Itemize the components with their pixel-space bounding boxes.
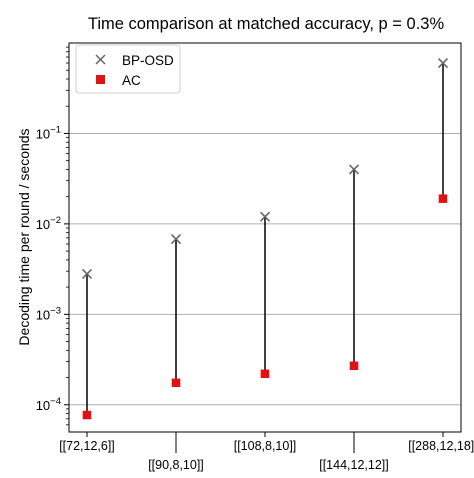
legend-x-marker-icon (95, 54, 106, 65)
y-tick-label: 10−1 (36, 124, 61, 141)
x-tick-label: [[108,8,10]] (234, 439, 297, 453)
y-axis-label: Decoding time per round / seconds (16, 128, 32, 345)
ac-point (260, 369, 270, 379)
x-tick-label: [[72,12,6]] (59, 439, 115, 453)
bp-osd-point (437, 57, 449, 69)
y-tick-label: 10−2 (36, 215, 61, 232)
ac-point (349, 361, 359, 371)
legend: BP-OSD AC (75, 44, 181, 94)
series-ac (82, 194, 448, 420)
ac-point (82, 410, 92, 420)
bp-osd-point (170, 233, 182, 245)
ac-point (438, 194, 448, 203)
bp-osd-point (81, 268, 93, 279)
x-tick-label: [[90,8,10]] (148, 458, 204, 472)
legend-square-marker-icon (96, 75, 105, 84)
legend-label-bp-osd: BP-OSD (122, 53, 174, 68)
connectors (86, 63, 444, 416)
x-tick-label: [[288,12,18]] (408, 439, 474, 453)
x-tick-label: [[144,12,12]] (319, 458, 389, 472)
bp-osd-point (259, 211, 271, 222)
legend-label-ac: AC (122, 73, 141, 88)
y-tick-label: 10−4 (36, 396, 61, 413)
ac-point (171, 378, 181, 388)
chart-title: Time comparison at matched accuracy, p =… (88, 15, 445, 33)
y-tick-label: 10−3 (36, 305, 61, 322)
y-axis: 10−4 10−3 10−2 10−1 (36, 46, 69, 426)
series-bp-osd (81, 57, 449, 279)
x-axis: [[72,12,6]] [[90,8,10]] [[108,8,10]] [[144,… (59, 432, 474, 472)
bp-osd-point (348, 164, 360, 175)
